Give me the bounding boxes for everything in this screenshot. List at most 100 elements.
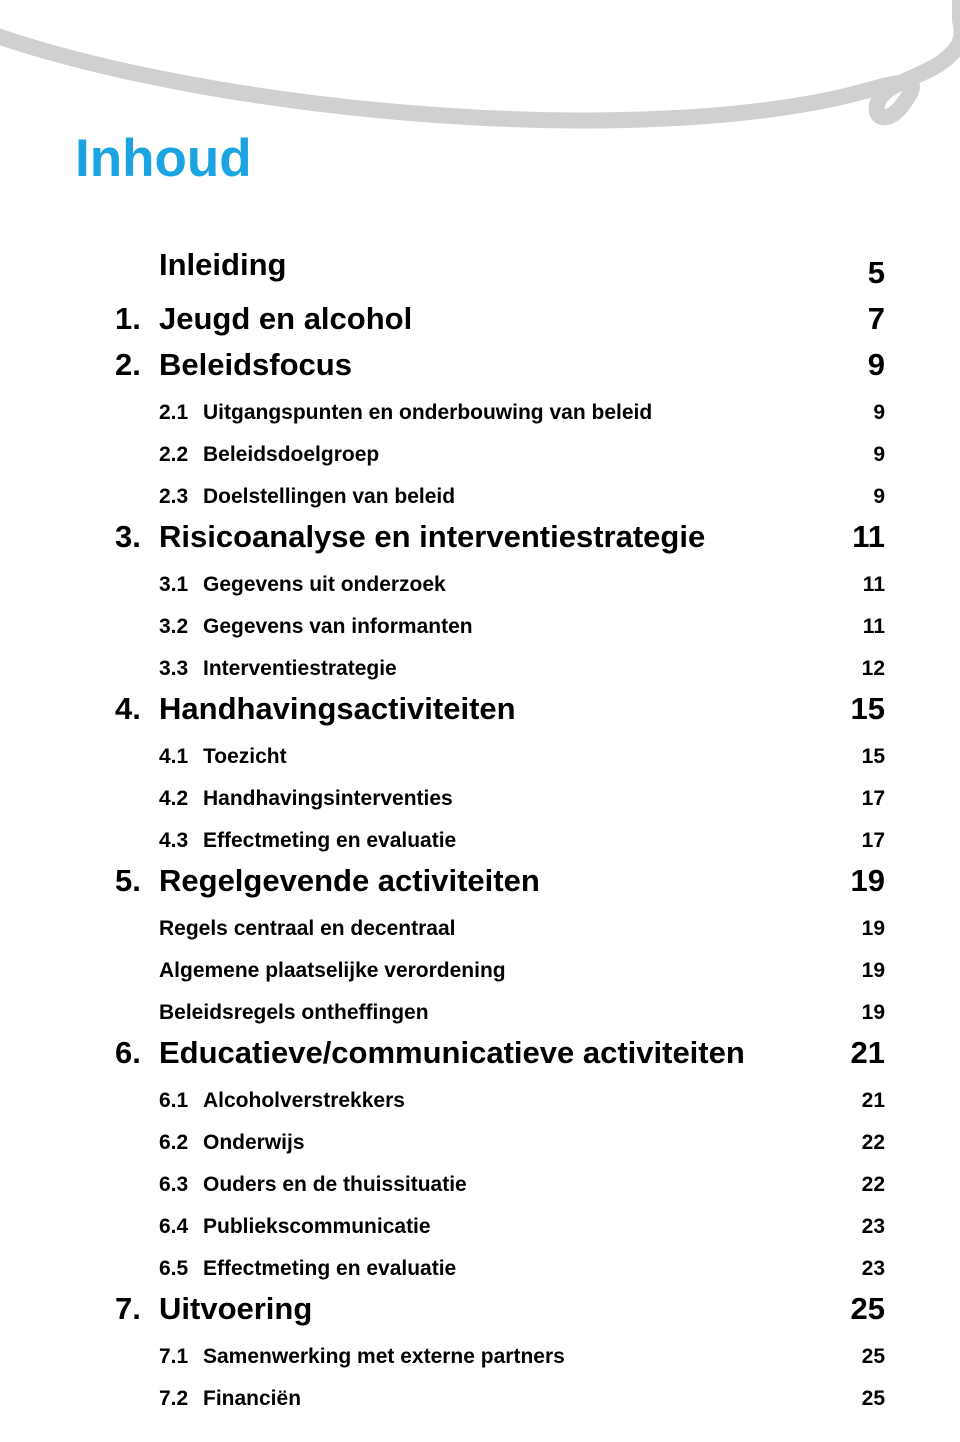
toc-entry-page: 19 (835, 959, 885, 983)
toc-entry-page: 25 (835, 1387, 885, 1411)
toc-entry-level2: Beleidsregels ontheffingen 19 (75, 1001, 885, 1025)
toc-entry-label: 7.Uitvoering (115, 1291, 312, 1327)
toc-entry-text: Regels centraal en decentraal (159, 917, 455, 941)
toc-entry-page: 11 (835, 615, 885, 639)
toc-entry-label: 2.3Doelstellingen van beleid (159, 485, 455, 509)
toc-entry-text: Beleidsfocus (159, 347, 352, 383)
toc-entry-level1: 5.Regelgevende activiteiten19 (75, 863, 885, 899)
toc-entry-text: Gegevens uit onderzoek (203, 573, 446, 597)
toc-entry-page: 23 (835, 1215, 885, 1239)
toc-entry-page: 17 (835, 787, 885, 811)
toc-entry-level2: 2.2Beleidsdoelgroep 9 (75, 443, 885, 467)
toc-entry-label: Beleidsregels ontheffingen (159, 1001, 429, 1025)
toc-entry-text: Risicoanalyse en interventiestrategie (159, 519, 705, 555)
toc-entry-text: Onderwijs (203, 1131, 305, 1155)
toc-entry-level2: 6.4Publiekscommunicatie 23 (75, 1215, 885, 1239)
toc-entry-page: 25 (835, 1291, 885, 1327)
toc-entry-page: 9 (835, 347, 885, 383)
toc-entry-level2: 7.2Financiën 25 (75, 1387, 885, 1411)
toc-entry-level1: 4.Handhavingsactiviteiten 15 (75, 691, 885, 727)
toc-entry-text: Uitgangspunten en onderbouwing van belei… (203, 401, 652, 425)
toc-entry-page: 23 (835, 1257, 885, 1281)
toc-entry-label: 3.2Gegevens van informanten (159, 615, 473, 639)
toc-entry-page: 15 (835, 691, 885, 727)
toc-entry-label: Algemene plaatselijke verordening (159, 959, 506, 983)
toc-entry-level2: 4.3Effectmeting en evaluatie 17 (75, 829, 885, 853)
toc-entry-number: 3. (115, 519, 159, 555)
toc-entry-page: 9 (835, 443, 885, 467)
toc-entry-label: 6.2Onderwijs (159, 1131, 305, 1155)
toc-entry-number: 3.1 (159, 573, 203, 597)
toc-entry-label: 7.2Financiën (159, 1387, 301, 1411)
toc-entry-text: Samenwerking met externe partners (203, 1345, 565, 1369)
toc-entry-text: Handhavingsinterventies (203, 787, 453, 811)
toc-entry-text: Regelgevende activiteiten (159, 863, 540, 899)
toc-entry-text: Financiën (203, 1387, 301, 1411)
toc-entry-text: Publiekscommunicatie (203, 1215, 431, 1239)
toc-entry-level2: Algemene plaatselijke verordening 19 (75, 959, 885, 983)
toc-entry-level2: 6.5Effectmeting en evaluatie 23 (75, 1257, 885, 1281)
toc-entry-text: Educatieve/communicatieve activiteiten (159, 1035, 745, 1071)
toc-entry-number: 6.5 (159, 1257, 203, 1281)
toc-entry-text: Ouders en de thuissituatie (203, 1173, 467, 1197)
toc-entry-level2: 6.1Alcoholverstrekkers21 (75, 1089, 885, 1113)
toc-entry-label: 2.2Beleidsdoelgroep (159, 443, 379, 467)
toc-entry-text: Effectmeting en evaluatie (203, 1257, 456, 1281)
toc-entry-page: 19 (835, 917, 885, 941)
toc-entry-number: 6.3 (159, 1173, 203, 1197)
toc-entry-level1: 7.Uitvoering 25 (75, 1291, 885, 1327)
toc-entry-text: Interventiestrategie (203, 657, 397, 681)
toc-entry-label: 6.3Ouders en de thuissituatie (159, 1173, 467, 1197)
toc-entry-level2: 3.3Interventiestrategie12 (75, 657, 885, 681)
toc-entry-level2: 6.3Ouders en de thuissituatie22 (75, 1173, 885, 1197)
toc-entry-label: 6.Educatieve/communicatieve activiteiten (115, 1035, 745, 1071)
toc-entry-page: 12 (835, 657, 885, 681)
table-of-contents: Inleiding51.Jeugd en alcohol72.Beleidsfo… (75, 247, 885, 1411)
toc-entry-text: Inleiding (159, 247, 286, 283)
toc-entry-label: 4.3Effectmeting en evaluatie (159, 829, 456, 853)
toc-entry-level2: 7.1Samenwerking met externe partners25 (75, 1345, 885, 1369)
toc-entry-page: 19 (835, 863, 885, 899)
toc-entry-label: 4.2Handhavingsinterventies (159, 787, 453, 811)
toc-entry-level1: 3.Risicoanalyse en interventiestrategie 1… (75, 519, 885, 555)
toc-entry-level2: 2.3Doelstellingen van beleid9 (75, 485, 885, 509)
toc-entry-text: Algemene plaatselijke verordening (159, 959, 506, 983)
toc-entry-number: 6. (115, 1035, 159, 1071)
toc-entry-number: 6.2 (159, 1131, 203, 1155)
toc-entry-label: 1.Jeugd en alcohol (115, 301, 412, 337)
toc-entry-label: 7.1Samenwerking met externe partners (159, 1345, 565, 1369)
toc-entry-label: 6.4Publiekscommunicatie (159, 1215, 431, 1239)
toc-entry-page: 9 (835, 401, 885, 425)
toc-entry-page: 19 (835, 1001, 885, 1025)
toc-entry-number: 4. (115, 691, 159, 727)
toc-entry-level2: 4.2Handhavingsinterventies 17 (75, 787, 885, 811)
toc-entry-page: 5 (835, 255, 885, 291)
toc-entry-page: 17 (835, 829, 885, 853)
toc-entry-label: Regels centraal en decentraal (159, 917, 455, 941)
toc-entry-label: 6.1Alcoholverstrekkers (159, 1089, 405, 1113)
toc-entry-label: 4.Handhavingsactiviteiten (115, 691, 516, 727)
toc-entry-label: 4.1Toezicht (159, 745, 287, 769)
toc-entry-level1: 2.Beleidsfocus9 (75, 347, 885, 383)
toc-entry-number: 4.2 (159, 787, 203, 811)
toc-entry-page: 22 (835, 1131, 885, 1155)
toc-entry-text: Jeugd en alcohol (159, 301, 412, 337)
toc-entry-text: Effectmeting en evaluatie (203, 829, 456, 853)
toc-entry-number: 1. (115, 301, 159, 337)
toc-entry-number: 3.2 (159, 615, 203, 639)
toc-entry-page: 21 (835, 1035, 885, 1071)
toc-entry-number: 2.1 (159, 401, 203, 425)
toc-entry-text: Beleidsregels ontheffingen (159, 1001, 429, 1025)
toc-entry-text: Alcoholverstrekkers (203, 1089, 405, 1113)
toc-entry-number: 6.4 (159, 1215, 203, 1239)
toc-entry-number: 2.2 (159, 443, 203, 467)
toc-entry-label: 6.5Effectmeting en evaluatie (159, 1257, 456, 1281)
toc-entry-page: 11 (835, 573, 885, 597)
toc-entry-page: 11 (835, 519, 885, 555)
toc-entry-level1: Inleiding 5 (75, 247, 885, 291)
toc-entry-text: Toezicht (203, 745, 287, 769)
toc-entry-number: 7.1 (159, 1345, 203, 1369)
toc-entry-level2: 4.1Toezicht15 (75, 745, 885, 769)
toc-entry-text: Uitvoering (159, 1291, 312, 1327)
toc-entry-level2: 3.2Gegevens van informanten 11 (75, 615, 885, 639)
